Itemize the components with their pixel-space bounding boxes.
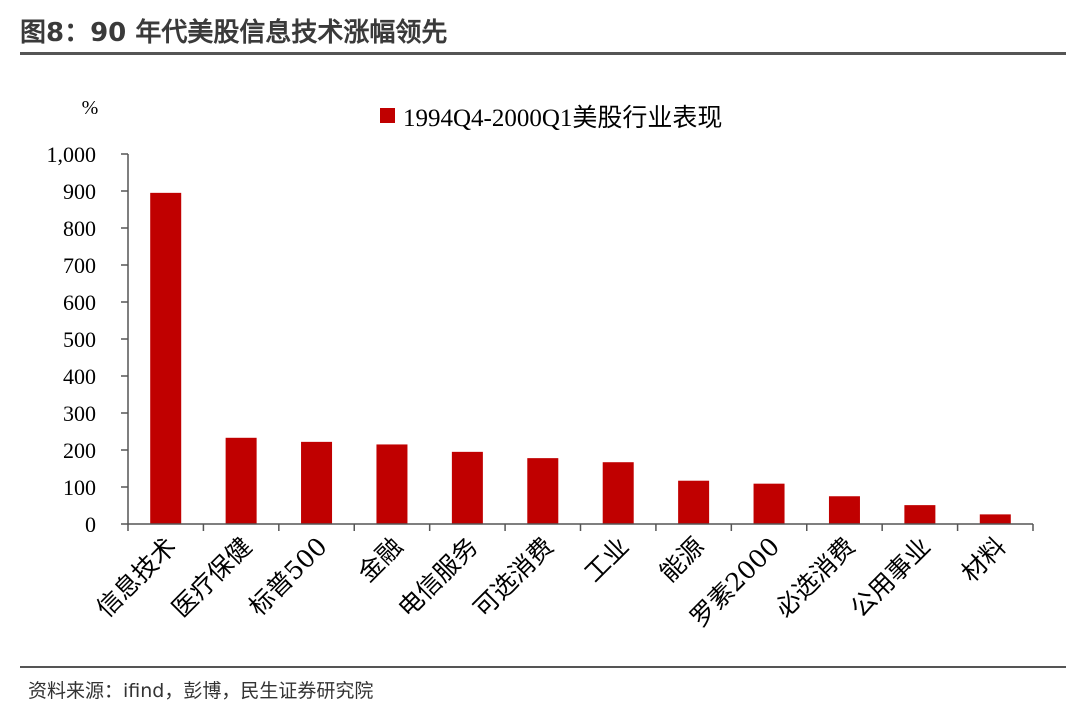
y-tick-label: 800: [63, 216, 96, 241]
source-note: 资料来源：ifind，彭博，民生证券研究院: [28, 680, 374, 702]
bar: [979, 514, 1011, 524]
x-tick-label: 标普500: [243, 532, 333, 622]
y-tick-label: 0: [85, 512, 96, 537]
x-tick-label: 电信服务: [392, 532, 483, 623]
title-rule: [20, 52, 1066, 55]
x-tick-label: 可选消费: [468, 532, 559, 623]
y-tick-label: 1,000: [47, 142, 97, 167]
bar: [904, 505, 936, 524]
y-tick-label: 700: [63, 253, 96, 278]
bar: [301, 441, 333, 524]
x-tick-label: 信息技术: [91, 532, 182, 623]
y-tick-label: 200: [63, 438, 96, 463]
footer-rule: [20, 666, 1066, 668]
bar: [451, 451, 483, 524]
legend-label: 1994Q4-2000Q1美股行业表现: [403, 104, 722, 132]
x-tick-label: 金融: [352, 532, 408, 588]
y-axis: 0 100 200 300 400 500 600 700 800 900 1,000: [47, 142, 129, 537]
figure-title: 图8：90 年代美股信息技术涨幅领先: [20, 18, 448, 48]
bar: [376, 444, 408, 524]
y-tick-label: 100: [63, 475, 96, 500]
legend-swatch: [380, 108, 395, 123]
y-tick-label: 500: [63, 327, 96, 352]
x-tick-label: 工业: [579, 532, 635, 588]
x-tick-label: 公用事业: [845, 532, 936, 623]
bar: [225, 437, 257, 524]
y-tick-label: 600: [63, 290, 96, 315]
y-tick-label: 400: [63, 364, 96, 389]
x-tick-label: 材料: [956, 532, 1012, 588]
x-tick-label: 医疗保健: [166, 532, 257, 623]
bar: [150, 192, 182, 524]
legend: 1994Q4-2000Q1美股行业表现: [380, 104, 722, 132]
bar: [602, 462, 634, 524]
bars: [150, 192, 1011, 524]
bar: [828, 496, 860, 524]
bar: [753, 483, 785, 524]
y-tick-label: 300: [63, 401, 96, 426]
y-tick-label: 900: [63, 179, 96, 204]
x-tick-label: 必选消费: [769, 532, 860, 623]
x-tick-label: 能源: [654, 532, 710, 588]
bar: [678, 480, 710, 524]
y-axis-unit: %: [82, 97, 99, 119]
bar: [527, 458, 559, 524]
